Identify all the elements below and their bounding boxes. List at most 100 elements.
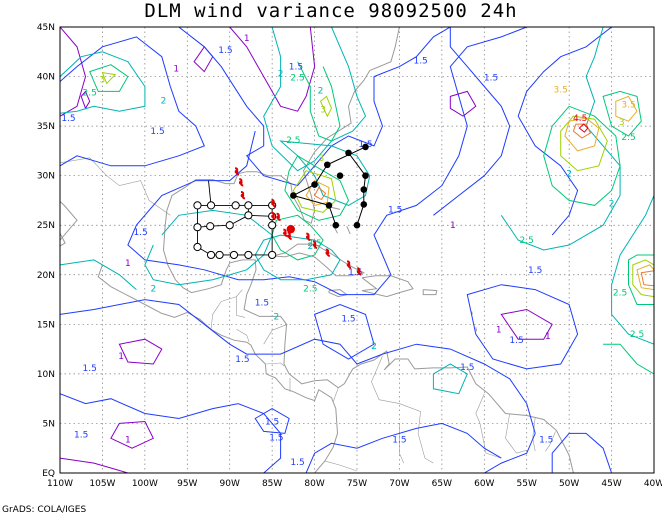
contour-label: 1.5 xyxy=(539,435,553,445)
contour-label: 1.5 xyxy=(341,314,355,324)
contour-label: 1 xyxy=(496,325,502,335)
contour-label: 1.5 xyxy=(150,127,164,137)
lon-tick-label: 100W xyxy=(132,479,158,489)
contour-label: 3.5 xyxy=(621,100,635,110)
coastline-segment xyxy=(468,351,471,354)
contour-label: 1.5 xyxy=(235,355,249,365)
contour-line-2_5 xyxy=(602,90,642,137)
country-border xyxy=(60,157,171,216)
contour-label: 1.5 xyxy=(348,268,362,278)
contour-line-1 xyxy=(60,27,87,117)
contour-label: 1.5 xyxy=(413,57,427,67)
contour-line-4 xyxy=(313,186,327,201)
contour-label: 2.5 xyxy=(286,136,300,146)
ensemble-track-segment xyxy=(327,146,366,166)
ensemble-track-segment xyxy=(314,164,328,185)
contour-label: 2.5 xyxy=(613,289,627,299)
contour-line-2 xyxy=(611,195,654,345)
lon-tick-label: 110W xyxy=(47,479,73,489)
contour-label: 1 xyxy=(118,352,124,362)
contour-label: 1.5 xyxy=(484,74,498,84)
ensemble-track-segment xyxy=(328,205,337,226)
ensemble-track-point xyxy=(332,221,340,229)
ensemble-track-point xyxy=(360,201,368,208)
contour-line-3 xyxy=(632,259,654,298)
contour-label: 3 xyxy=(318,154,324,164)
hurricane-symbol-center xyxy=(346,263,351,267)
coastline-segment xyxy=(162,27,574,473)
coastline-segment xyxy=(346,226,351,235)
country-border xyxy=(545,431,556,452)
contour-line-1_5 xyxy=(60,36,205,167)
contour-label: 2.5 xyxy=(83,88,97,98)
alt-track-point xyxy=(193,201,202,210)
country-border xyxy=(210,289,243,330)
lat-tick-label: 40N xyxy=(37,73,55,83)
contour-label: 1.5 xyxy=(133,228,147,238)
contour-line-2 xyxy=(60,51,146,114)
coastline-segment xyxy=(97,264,339,473)
contour-label: 2 xyxy=(371,342,377,352)
alt-track-point xyxy=(244,211,253,220)
country-border xyxy=(475,393,502,459)
contour-line-1 xyxy=(229,27,316,112)
contour-line-1_5 xyxy=(433,27,511,216)
alt-track-point xyxy=(244,201,253,210)
contour-line-1_5 xyxy=(127,27,527,296)
lon-tick-label: 105W xyxy=(89,479,115,489)
credit-text: GrADS: COLA/IGES xyxy=(2,505,87,515)
country-border xyxy=(324,460,358,472)
hurricane-symbol-center xyxy=(234,169,239,174)
alt-track-segment xyxy=(208,180,212,206)
lat-tick-label: 15N xyxy=(37,320,55,330)
lon-tick-label: 40W xyxy=(644,479,662,489)
contour-line-1_5 xyxy=(551,432,613,473)
contour-label: 1.5 xyxy=(218,46,232,56)
lat-tick-label: 30N xyxy=(37,172,55,182)
contour-label: 1.5 xyxy=(61,114,75,124)
contour-line-1 xyxy=(60,457,129,473)
contour-label: 1.5 xyxy=(388,205,402,215)
alt-track-point xyxy=(206,201,216,210)
contour-line-1 xyxy=(80,90,91,110)
hurricane-symbol-center xyxy=(305,235,310,239)
longitude-labels: 110W 105W 100W 95W 90W 85W 80W 75W 70W 65W 60W 55W 5… xyxy=(47,479,662,489)
map-title: DLM wind variance 98092500 24h xyxy=(144,0,518,22)
coastline-segment xyxy=(361,275,414,298)
alt-track-point xyxy=(215,250,224,260)
contour-line-4 xyxy=(572,123,592,139)
contour-line-3_5 xyxy=(636,264,654,291)
contour-line-2 xyxy=(279,140,371,206)
current-position-marker xyxy=(286,224,296,234)
lat-tick-label: 35N xyxy=(37,122,55,132)
country-border xyxy=(371,355,434,464)
contour-line-3 xyxy=(292,170,337,213)
ensemble-track-point xyxy=(362,172,369,179)
lat-tick-label: 5N xyxy=(43,419,55,429)
contour-label: 2.5 xyxy=(630,330,644,340)
ensemble-track-point xyxy=(353,221,361,229)
contour-line-1_5 xyxy=(305,422,502,473)
contour-label: 2.5 xyxy=(303,285,317,295)
contour-label: 1.5 xyxy=(83,364,97,374)
contour-label: 1.5 xyxy=(290,458,304,468)
ensemble-track-point xyxy=(362,143,369,151)
lon-tick-label: 45W xyxy=(601,479,621,489)
contour-line-3 xyxy=(319,95,333,118)
contour-label: 2 xyxy=(307,242,313,252)
contour-line-2 xyxy=(60,259,137,290)
lon-tick-label: 60W xyxy=(474,479,494,489)
hurricane-symbol-center xyxy=(276,215,280,220)
contour-labels: 1.5 1.5 1.5 1.5 1.5 1.5 1.5 1.5 1.5 1.5 1.5 1.5 1.5 1… xyxy=(61,34,644,468)
contour-label: 1 xyxy=(125,435,131,445)
contour-label: 1 xyxy=(244,34,250,44)
alt-track-point xyxy=(225,221,234,230)
ensemble-track-point xyxy=(336,172,344,179)
alt-track-point xyxy=(229,250,239,260)
storm-tracks xyxy=(193,143,369,276)
contour-line-3 xyxy=(560,115,608,172)
hurricane-symbol-center xyxy=(283,231,287,235)
contour-line-4 xyxy=(640,270,654,287)
contour-label: 2 xyxy=(566,170,572,180)
country-border xyxy=(263,324,288,345)
